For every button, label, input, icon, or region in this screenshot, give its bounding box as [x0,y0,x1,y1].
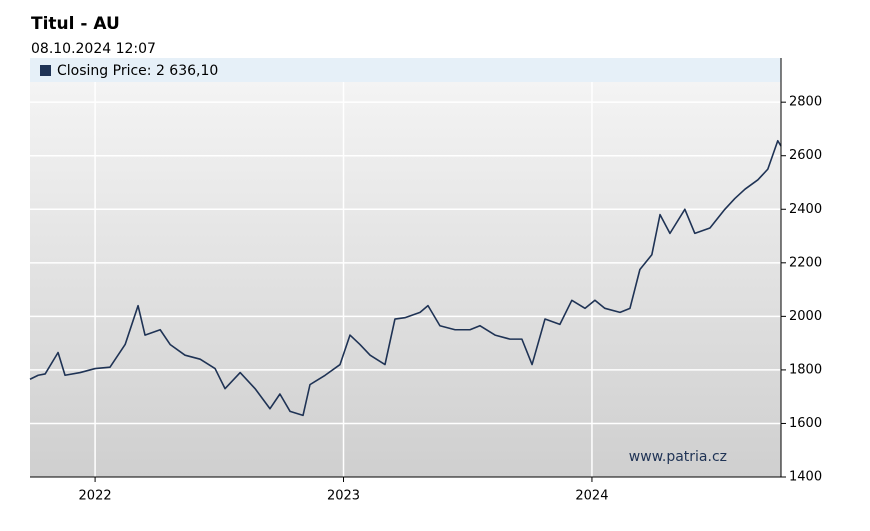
legend-band [30,58,781,82]
y-tick-label: 2400 [789,202,822,217]
y-tick-label: 2200 [789,255,822,270]
y-tick-label: 2000 [789,309,822,324]
watermark: www.patria.cz [629,449,727,465]
chart-title: Titul - AU [31,14,120,34]
price-line [29,139,782,417]
x-tick-label: 2023 [327,489,360,504]
y-tick-label: 1800 [789,362,822,377]
y-tick-label: 1600 [789,416,822,431]
x-tick-label: 2022 [79,489,112,504]
grid [30,82,781,477]
chart-subtitle: 08.10.2024 12:07 [31,41,156,57]
marks [29,139,782,417]
plot-area [30,58,781,477]
x-tick-label: 2024 [575,489,608,504]
legend-label: Closing Price: 2 636,10 [57,63,218,79]
y-tick-label: 2600 [789,148,822,163]
y-tick-label: 2800 [789,95,822,110]
y-tick-label: 1400 [789,470,822,485]
legend-swatch [40,65,51,76]
